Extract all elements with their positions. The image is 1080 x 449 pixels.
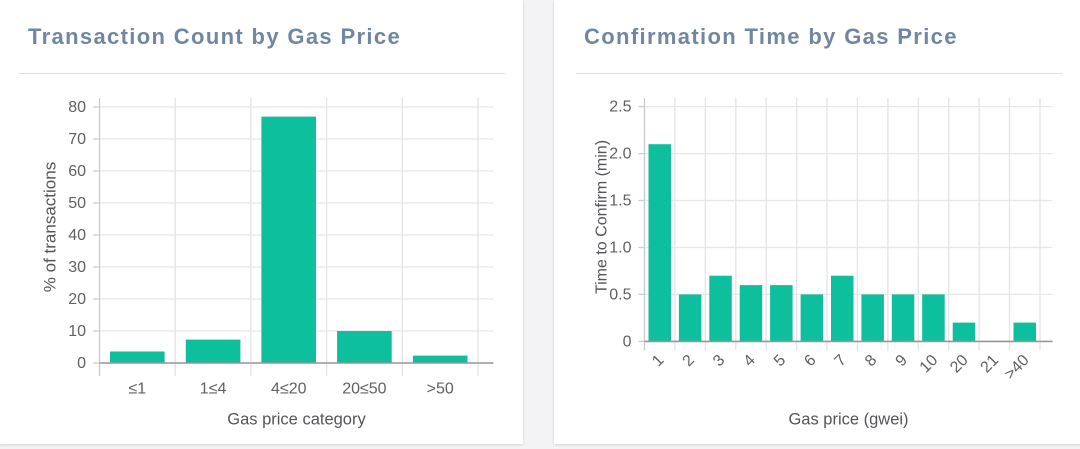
svg-text:30: 30: [68, 259, 86, 276]
svg-text:≤1: ≤1: [128, 381, 146, 398]
svg-text:21: 21: [978, 352, 1003, 377]
svg-text:Gas price category: Gas price category: [227, 410, 366, 428]
svg-text:Time to Confirm (min): Time to Confirm (min): [594, 140, 611, 294]
svg-text:1: 1: [649, 352, 667, 370]
svg-text:7: 7: [832, 352, 850, 370]
svg-text:3: 3: [710, 352, 728, 370]
svg-text:8: 8: [862, 352, 880, 370]
svg-text:10: 10: [68, 323, 86, 340]
svg-text:0: 0: [623, 333, 632, 350]
svg-text:0: 0: [77, 355, 86, 372]
svg-text:50: 50: [68, 195, 86, 212]
svg-text:>40: >40: [1001, 352, 1032, 383]
svg-text:% of transactions: % of transactions: [41, 162, 60, 292]
svg-text:>50: >50: [427, 381, 454, 398]
svg-text:70: 70: [68, 131, 86, 148]
svg-text:2: 2: [680, 352, 698, 370]
svg-text:Gas price (gwei): Gas price (gwei): [788, 410, 908, 428]
svg-text:10: 10: [917, 352, 942, 377]
svg-text:60: 60: [68, 163, 86, 180]
svg-text:6: 6: [801, 352, 819, 370]
svg-text:4: 4: [741, 352, 759, 370]
svg-text:2.5: 2.5: [609, 99, 631, 116]
svg-text:40: 40: [68, 227, 86, 244]
svg-text:0.5: 0.5: [609, 286, 631, 303]
svg-text:1.0: 1.0: [609, 240, 631, 257]
svg-text:20: 20: [68, 291, 86, 308]
svg-text:1.5: 1.5: [609, 193, 631, 210]
svg-text:80: 80: [68, 99, 86, 116]
svg-text:9: 9: [893, 352, 911, 370]
svg-text:5: 5: [771, 352, 789, 370]
svg-text:1≤4: 1≤4: [200, 381, 227, 398]
svg-text:20≤50: 20≤50: [342, 381, 386, 398]
svg-text:4≤20: 4≤20: [271, 381, 307, 398]
svg-text:2.0: 2.0: [609, 146, 631, 163]
svg-text:20: 20: [947, 352, 972, 377]
